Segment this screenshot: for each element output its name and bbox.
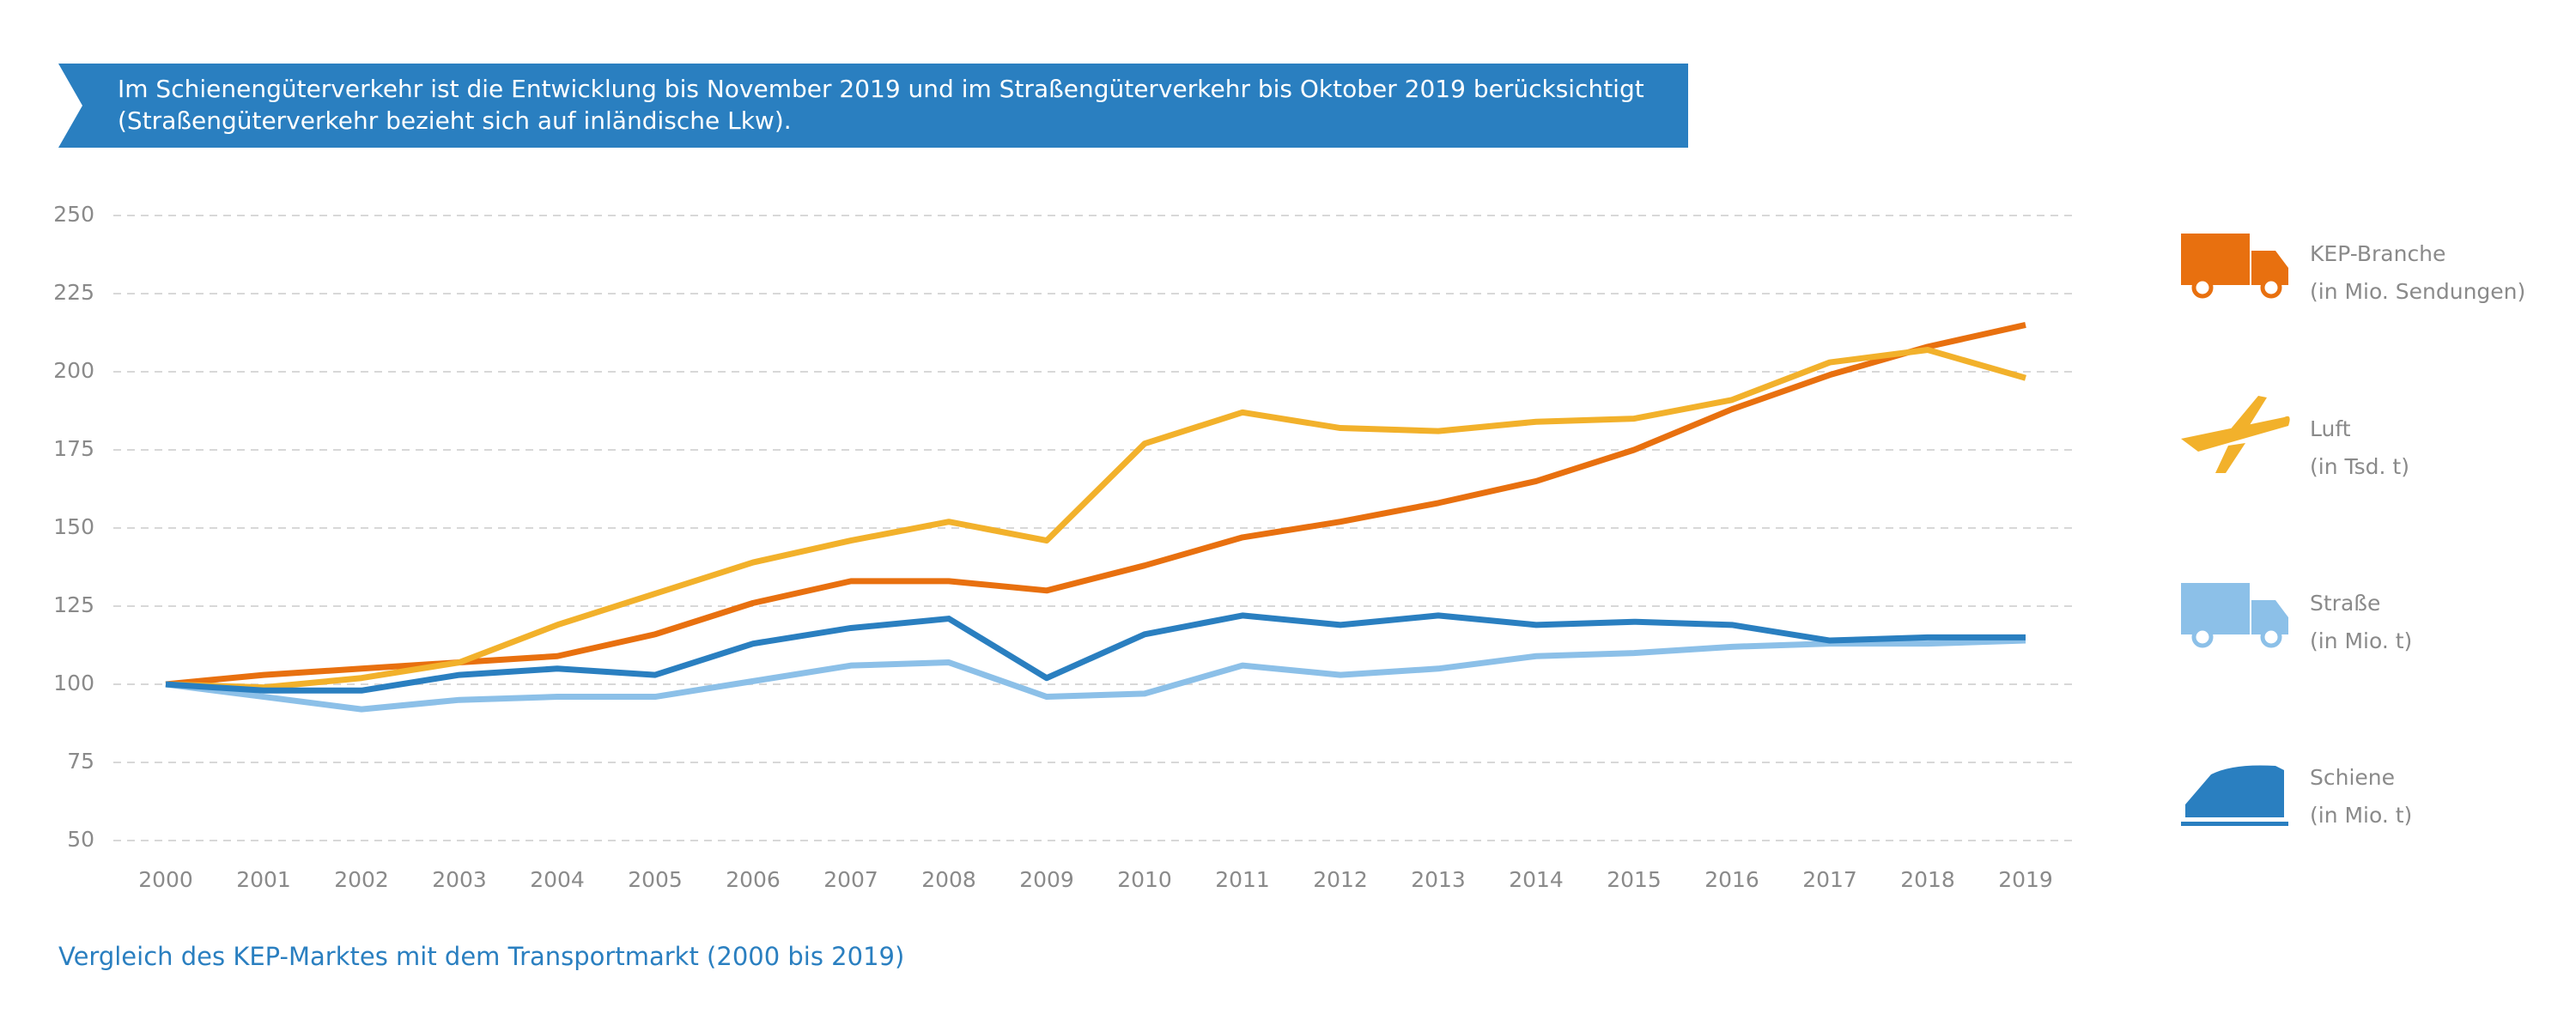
wheel [2260,626,2282,648]
legend-label: Straße [2310,591,2380,616]
train-icon [2185,765,2284,817]
legend-unit: (in Mio. t) [2310,628,2412,653]
truck-body [2181,234,2250,285]
train-rail [2181,822,2288,826]
truck-body [2181,583,2250,634]
legend-label: KEP-Branche [2310,241,2445,266]
series-line [165,637,2026,713]
note-line: (Straßengüterverkehr bezieht sich auf in… [118,106,792,135]
truck-cab [2251,600,2288,634]
legend-unit: (in Mio. Sendungen) [2310,279,2525,304]
x-tick-label: 2018 [1900,867,1955,892]
x-tick-label: 2006 [726,867,781,892]
legend-unit: (in Tsd. t) [2310,454,2409,479]
x-tick-label: 2013 [1411,867,1466,892]
legend-unit: (in Mio. t) [2310,803,2412,828]
series-line [165,347,2026,691]
x-tick-label: 2017 [1802,867,1857,892]
legend-icon [2181,234,2288,299]
x-tick-label: 2000 [138,867,193,892]
y-tick-label: 175 [53,436,94,461]
plane-icon [2181,396,2290,473]
note-line: Im Schienengüterverkehr ist die Entwickl… [118,75,1644,103]
x-tick-label: 2001 [236,867,291,892]
series-line [165,321,2026,688]
y-tick-label: 150 [53,514,94,539]
x-tick-label: 2016 [1704,867,1759,892]
note-banner [58,64,1688,148]
x-tick-label: 2007 [823,867,878,892]
x-tick-label: 2019 [1998,867,2053,892]
y-tick-label: 250 [53,202,94,227]
series-line [165,612,2026,694]
y-tick-label: 125 [53,592,94,617]
wheel [2191,626,2214,648]
x-tick-label: 2012 [1313,867,1368,892]
x-tick-label: 2008 [921,867,976,892]
x-tick-label: 2014 [1509,867,1564,892]
legend-label: Luft [2310,416,2351,441]
truck-cab [2251,251,2288,285]
wheel [2260,276,2282,299]
x-tick-label: 2015 [1607,867,1662,892]
x-tick-label: 2002 [334,867,389,892]
y-tick-label: 50 [67,827,94,852]
y-tick-label: 100 [53,671,94,695]
legend-icon [2181,396,2290,473]
x-tick-label: 2005 [628,867,683,892]
y-tick-label: 225 [53,280,94,305]
y-tick-label: 200 [53,358,94,383]
legend-label: Schiene [2310,765,2395,790]
wheel [2191,276,2214,299]
legend-icon [2181,583,2288,648]
x-tick-label: 2009 [1019,867,1074,892]
caption: Vergleich des KEP-Marktes mit dem Transp… [58,942,904,971]
y-tick-label: 75 [67,749,94,774]
legend-icon [2181,765,2288,826]
x-tick-label: 2004 [530,867,585,892]
x-tick-label: 2003 [432,867,487,892]
x-tick-label: 2010 [1117,867,1172,892]
x-tick-label: 2011 [1215,867,1270,892]
